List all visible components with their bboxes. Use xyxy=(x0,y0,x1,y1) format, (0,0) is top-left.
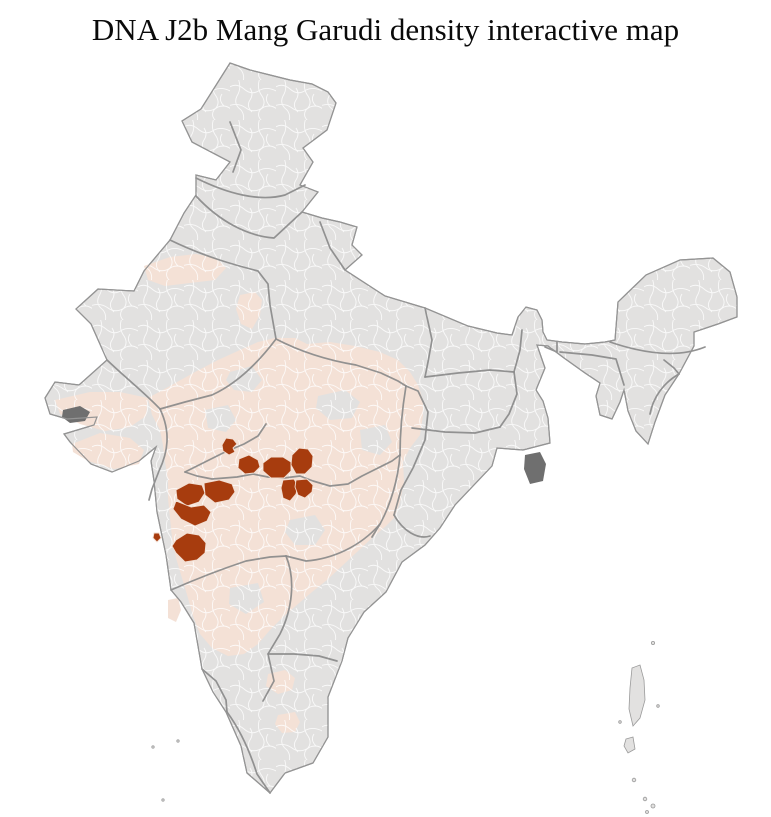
island xyxy=(642,796,648,802)
island xyxy=(651,641,656,646)
island xyxy=(628,664,646,727)
island xyxy=(151,745,155,749)
high-density-district[interactable] xyxy=(152,532,162,543)
andaman-nicobar-islands xyxy=(618,641,660,814)
island xyxy=(618,720,622,724)
island xyxy=(623,736,636,754)
high-density-district[interactable] xyxy=(262,456,292,479)
island xyxy=(631,777,637,783)
island xyxy=(176,739,180,743)
island xyxy=(656,704,660,708)
island xyxy=(650,803,656,809)
map-title: DNA J2b Mang Garudi density interactive … xyxy=(91,12,680,47)
island xyxy=(645,810,649,814)
lakshadweep-islands xyxy=(151,739,180,802)
island xyxy=(161,798,165,802)
low-density-region[interactable] xyxy=(168,598,181,622)
